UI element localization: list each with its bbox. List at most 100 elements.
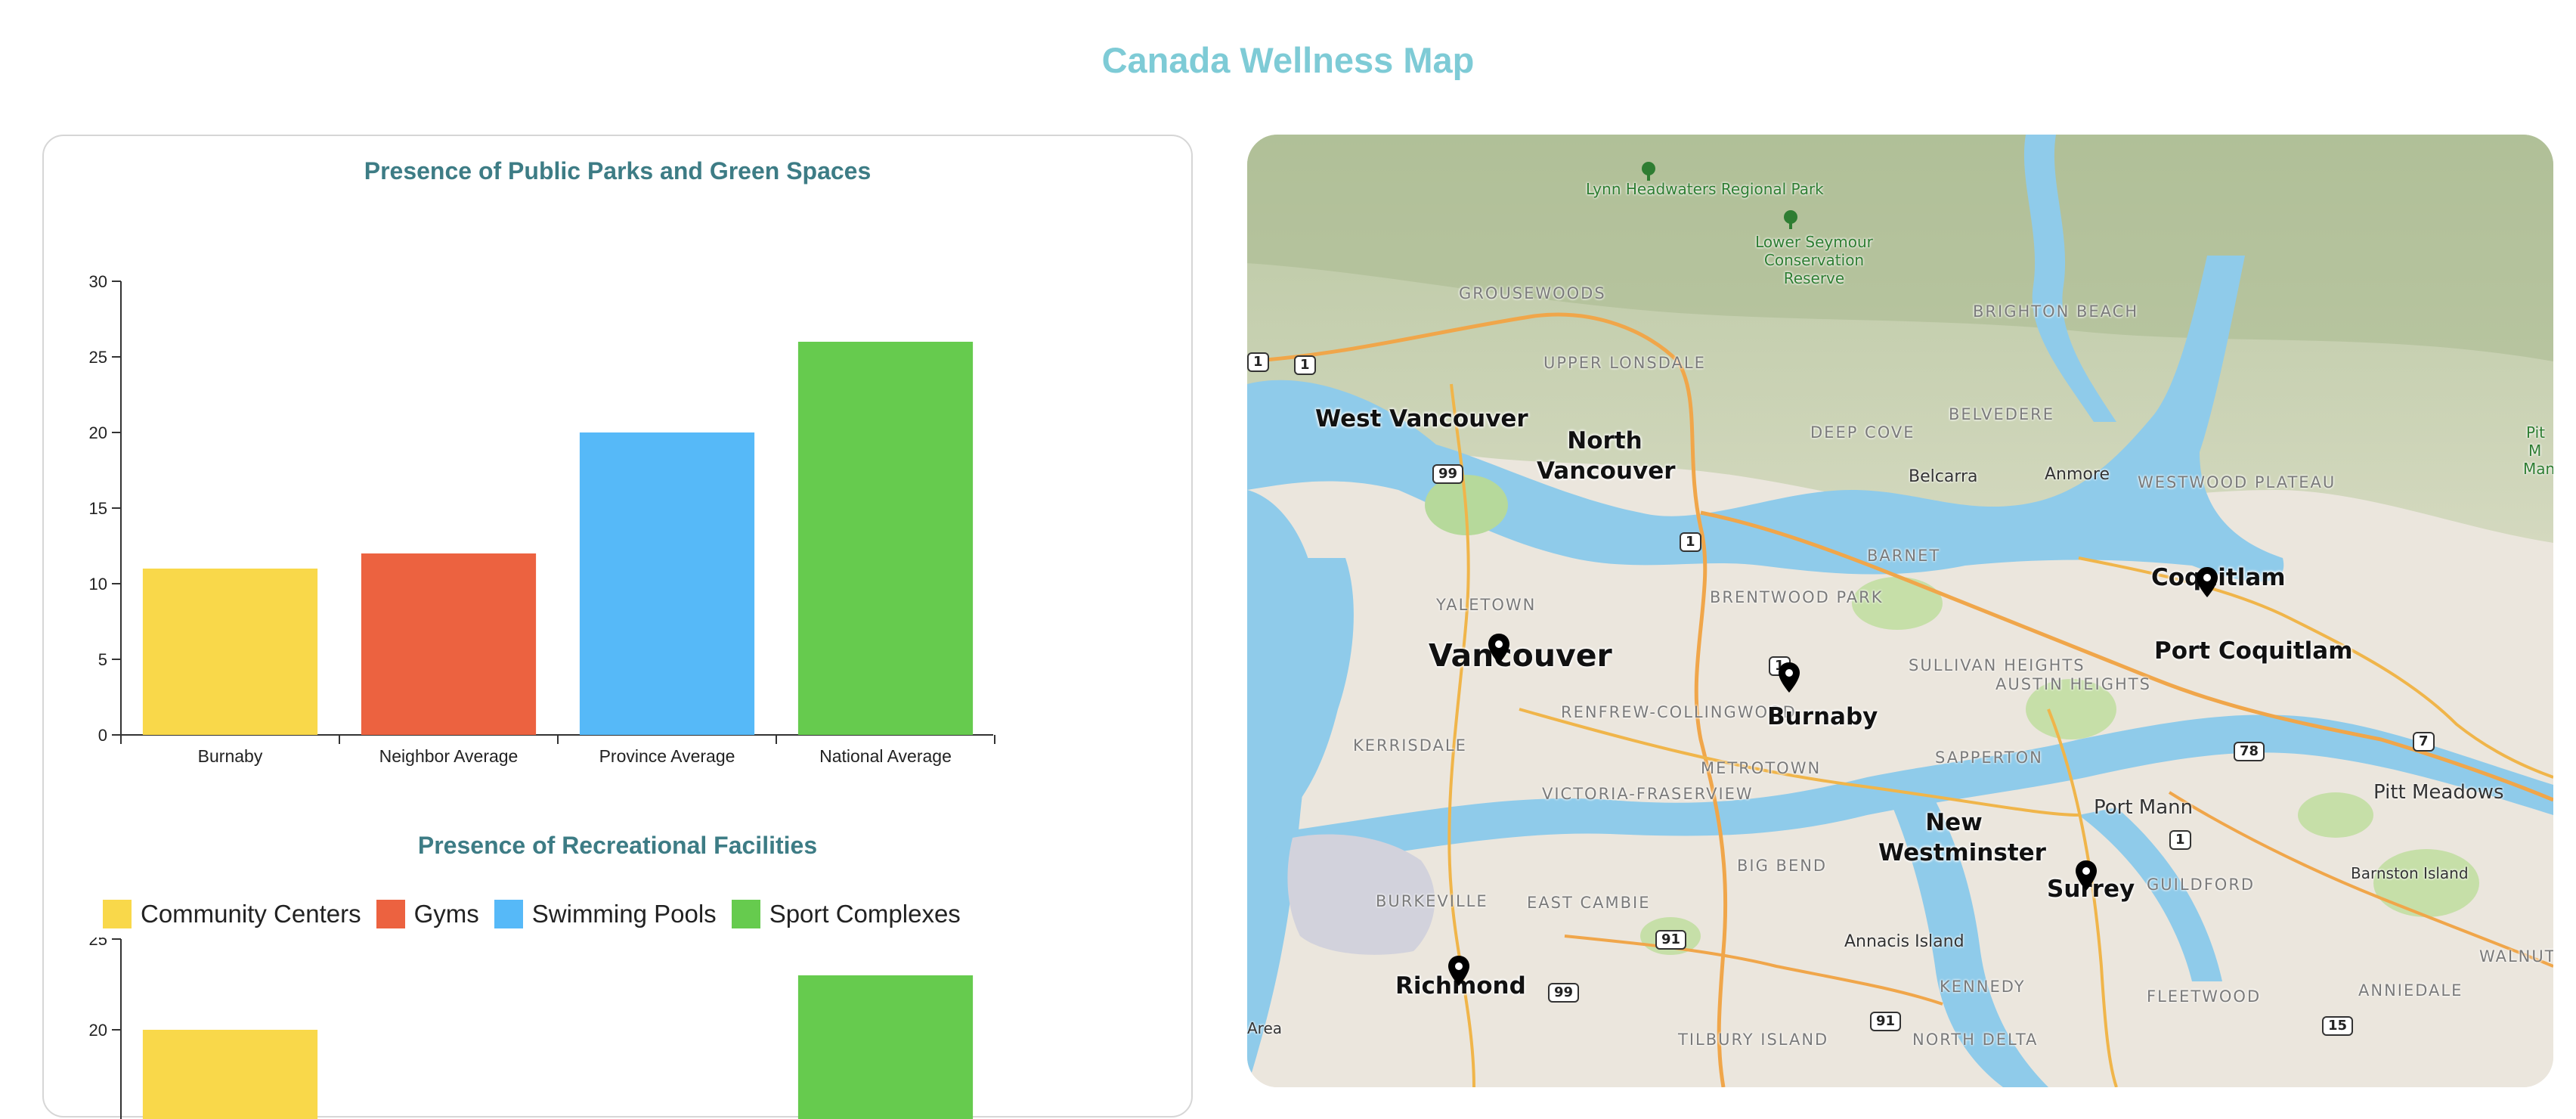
route-shield: 1: [2169, 830, 2191, 850]
map-neighborhood-label: BRENTWOOD PARK: [1710, 588, 1884, 606]
map-edge-label: M: [2528, 442, 2542, 460]
y-tick-label: 0: [98, 726, 107, 745]
map-neighborhood-label: DEEP COVE: [1810, 423, 1915, 442]
y-tick-label: 20: [89, 423, 107, 442]
charts-panel: Presence of Public Parks and Green Space…: [42, 135, 1193, 1119]
map-neighborhood-label: SAPPERTON: [1935, 749, 2043, 767]
map-neighborhood-label: YALETOWN: [1436, 596, 1537, 614]
map-pin-icon[interactable]: [2196, 567, 2218, 597]
bar-neighbor-average: [361, 553, 537, 735]
map-neighborhood-label: RENFREW-COLLINGWOOD: [1561, 703, 1797, 721]
route-shield: 1: [1247, 352, 1269, 372]
x-tick-label: Burnaby: [198, 746, 263, 766]
page-title: Canada Wellness Map: [1101, 40, 1475, 80]
map-neighborhood-label: KENNEDY: [1940, 978, 2026, 996]
map-place-label: Anmore: [2045, 465, 2110, 484]
map-neighborhood-label: NORTH DELTA: [1912, 1031, 2039, 1049]
map-city-label: Port Mann: [2094, 796, 2194, 819]
map-neighborhood-label: METROTOWN: [1701, 759, 1822, 777]
facilities-legend: Community Centers Gyms Swimming Pools Sp…: [103, 900, 976, 928]
map-neighborhood-label: KERRISDALE: [1353, 736, 1467, 755]
x-tick-label: Neighbor Average: [379, 746, 519, 766]
route-shield: 7: [2413, 732, 2435, 752]
y-tick-label: 15: [89, 499, 107, 518]
map-neighborhood-label: BURKEVILLE: [1376, 892, 1488, 910]
map-city-label: Port Coquitlam: [2154, 637, 2353, 665]
parks-bar-chart: 0 5 10 15 20 25 30 Burnaby Neighbor Average Provi…: [89, 272, 995, 766]
route-shield: 91: [1870, 1012, 1902, 1031]
route-shield: 99: [1432, 464, 1464, 484]
bar-sport-complexes: [797, 975, 974, 1119]
map-pin-icon[interactable]: [1488, 634, 1510, 664]
bar-national-average: [797, 342, 974, 735]
map-city-label: Coquitlam: [2151, 564, 2286, 591]
legend-swatch: [376, 900, 405, 928]
map-city-label: Burnaby: [1767, 703, 1878, 730]
map-place-label: Belcarra: [1909, 467, 1978, 486]
wellness-map[interactable]: Lynn Headwaters Regional Park Lower Seym…: [1247, 135, 2553, 1087]
route-shield: 15: [2322, 1016, 2354, 1036]
legend-item-sport-complexes[interactable]: Sport Complexes: [731, 900, 961, 928]
map-neighborhood-label: WESTWOOD PLATEAU: [2138, 473, 2336, 491]
map-neighborhood-label: AUSTIN HEIGHTS: [1995, 675, 2151, 693]
y-tick-label: 10: [89, 575, 107, 594]
legend-label: Sport Complexes: [769, 900, 961, 928]
x-tick-label: Province Average: [599, 746, 735, 766]
x-tick-label: National Average: [819, 746, 952, 766]
map-neighborhood-label: GUILDFORD: [2147, 876, 2256, 894]
map-edge-label: Man: [2523, 460, 2553, 478]
route-shield: 99: [1548, 983, 1580, 1003]
map-neighborhood-label: VICTORIA-FRASERVIEW: [1542, 785, 1754, 803]
map-city-label: West Vancouver: [1315, 405, 1528, 432]
y-tick-label: 30: [89, 272, 107, 291]
y-tick-label: 20: [89, 1021, 107, 1040]
map-neighborhood-label: ANNIEDALE: [2358, 981, 2463, 1000]
bar-province-average: [579, 432, 755, 735]
map-park-label: Lower Seymour Conservation Reserve: [1755, 233, 1873, 287]
map-city-label: Vancouver: [1429, 637, 1612, 674]
y-tick-label: 5: [98, 650, 107, 669]
map-neighborhood-label: BIG BEND: [1737, 857, 1828, 875]
legend-label: Community Centers: [141, 900, 361, 928]
map-edge-label: Area: [1247, 1019, 1283, 1037]
map-neighborhood-label: BRIGHTON BEACH: [1973, 302, 2139, 321]
legend-item-gyms[interactable]: Gyms: [376, 900, 479, 928]
parks-chart-title: Presence of Public Parks and Green Space…: [364, 157, 872, 184]
map-pin-icon[interactable]: [1447, 956, 1470, 986]
map-neighborhood-label: GROUSEWOODS: [1459, 284, 1606, 302]
y-tick-label: 25: [89, 348, 107, 367]
map-neighborhood-label: FLEETWOOD: [2147, 987, 2262, 1006]
map-pin-icon[interactable]: [1778, 662, 1800, 693]
legend-label: Swimming Pools: [531, 900, 717, 928]
legend-swatch: [103, 900, 132, 928]
park-icon: [1784, 210, 1797, 229]
bar-burnaby: [142, 569, 318, 735]
map-neighborhood-label: BELVEDERE: [1949, 405, 2055, 423]
map-city-label: Pitt Meadows: [2373, 781, 2504, 804]
route-shield: 78: [2234, 742, 2265, 761]
map-place-label: Barnston Island: [2351, 864, 2469, 882]
route-shield: 91: [1655, 930, 1687, 950]
legend-swatch: [494, 900, 523, 928]
map-edge-label: Pit: [2526, 423, 2546, 442]
legend-label: Gyms: [413, 900, 479, 928]
map-city-label: North Vancouver: [1537, 427, 1676, 485]
map-neighborhood-label: UPPER LONSDALE: [1543, 354, 1706, 372]
park-icon: [1642, 162, 1655, 181]
map-city-label: New Westminster: [1878, 809, 2046, 866]
map-neighborhood-label: WALNUT GROVE: [2479, 947, 2553, 966]
map-background: [1247, 135, 2553, 1087]
legend-swatch: [731, 900, 760, 928]
map-neighborhood-label: SULLIVAN HEIGHTS: [1909, 656, 2085, 674]
legend-item-swimming-pools[interactable]: Swimming Pools: [494, 900, 717, 928]
map-neighborhood-label: EAST CAMBIE: [1527, 894, 1651, 912]
route-shield: 1: [1680, 532, 1701, 552]
map-neighborhood-label: TILBURY ISLAND: [1678, 1031, 1829, 1049]
map-place-label: Annacis Island: [1844, 932, 1965, 951]
map-neighborhood-label: BARNET: [1867, 547, 1941, 565]
route-shield: 1: [1294, 355, 1316, 375]
map-pin-icon[interactable]: [2075, 860, 2098, 891]
bar-community-centers: [142, 1030, 318, 1119]
legend-item-community-centers[interactable]: Community Centers: [103, 900, 361, 928]
y-tick-label: 25: [89, 938, 107, 949]
